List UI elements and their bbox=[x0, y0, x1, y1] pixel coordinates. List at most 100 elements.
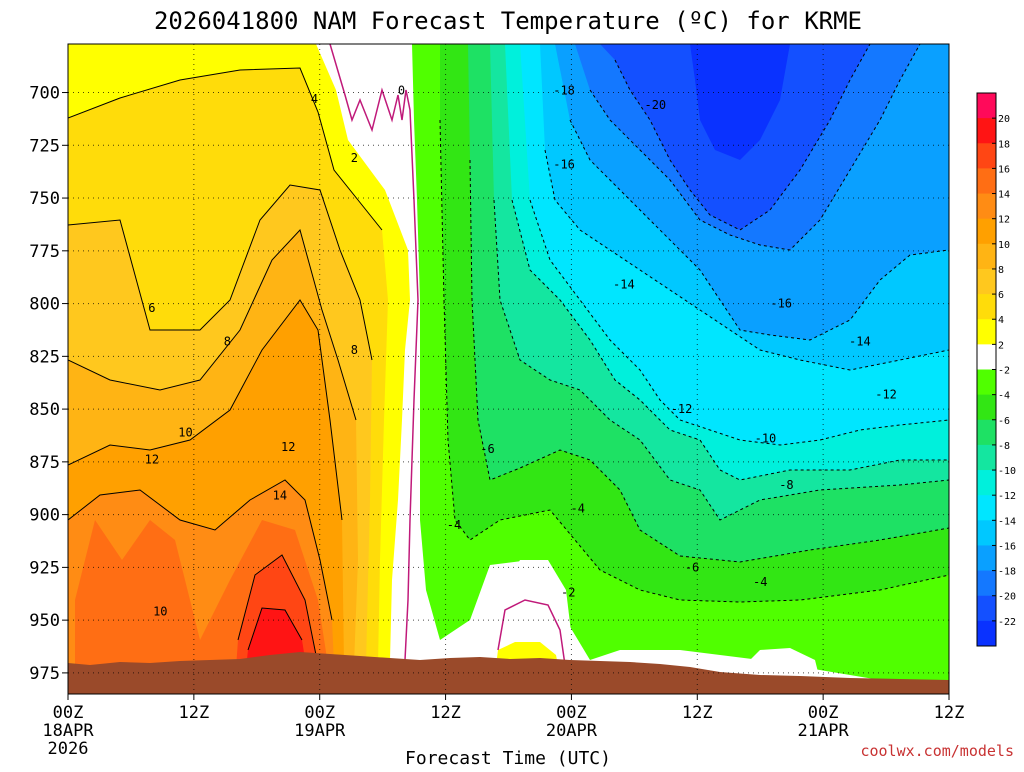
contour-label: -10 bbox=[755, 432, 777, 446]
x-tick-label: 12Z bbox=[934, 703, 965, 723]
contour-label: 6 bbox=[148, 301, 155, 315]
colorbar-swatch bbox=[977, 520, 996, 546]
colorbar-label: 6 bbox=[998, 290, 1004, 301]
cold-contours bbox=[439, 44, 949, 603]
colorbar-swatch bbox=[977, 545, 996, 572]
colorbar-label: -2 bbox=[998, 366, 1010, 377]
contour-label: -6 bbox=[480, 442, 494, 456]
contour-label: 0 bbox=[398, 83, 405, 97]
colorbar-label: 4 bbox=[998, 315, 1004, 326]
contour-label: -18 bbox=[553, 83, 575, 97]
colorbar-label: -10 bbox=[998, 466, 1016, 477]
x-tick-label: 19APR bbox=[294, 721, 346, 741]
contour-label: -20 bbox=[644, 98, 666, 112]
x-tick-label: 12Z bbox=[682, 703, 713, 723]
contour-labels: 4 0 2 6 8 8 10 12 12 14 10 -18 -20 -16 -14 -16 -14 -12 -12… bbox=[145, 83, 897, 619]
y-tick-label: 925 bbox=[29, 558, 60, 578]
colorbar-label: -6 bbox=[998, 416, 1010, 427]
y-tick-label: 750 bbox=[29, 189, 60, 209]
colorbar-swatch bbox=[977, 193, 996, 220]
contour-label: -12 bbox=[671, 402, 693, 416]
x-tick-label: 12Z bbox=[178, 703, 209, 723]
colorbar-label: 18 bbox=[998, 139, 1010, 150]
near-freezing-pocket bbox=[498, 560, 572, 665]
x-tick-label: 12Z bbox=[430, 703, 461, 723]
colorbar-swatch bbox=[977, 620, 996, 647]
y-tick-label: 975 bbox=[29, 664, 60, 684]
plot-area: 4 0 2 6 8 8 10 12 12 14 10 -18 -20 -16 -14 -16 -14 -12 -12… bbox=[68, 44, 949, 694]
colorbar-label: 10 bbox=[998, 240, 1010, 251]
contour-label: -4 bbox=[570, 501, 584, 515]
colorbar-label: -14 bbox=[998, 516, 1016, 527]
colorbar-swatch bbox=[977, 294, 996, 320]
colorbar-swatch bbox=[977, 218, 996, 245]
colorbar-label: 2 bbox=[998, 340, 1004, 351]
colorbar-label: -8 bbox=[998, 441, 1010, 452]
contour-label: 2 bbox=[351, 151, 358, 165]
near-freezing-pocket-east bbox=[740, 648, 820, 682]
colorbar-swatch bbox=[977, 344, 996, 370]
x-tick-label: 18APR bbox=[42, 721, 94, 741]
colorbar-label: 12 bbox=[998, 215, 1010, 226]
colorbar-label: 8 bbox=[998, 265, 1004, 276]
y-tick-label: 825 bbox=[29, 347, 60, 367]
contour-label: 8 bbox=[224, 335, 231, 349]
contour-label: -16 bbox=[770, 297, 792, 311]
credit-text: coolwx.com/models bbox=[860, 742, 1014, 760]
colorbar-label: 14 bbox=[998, 190, 1010, 201]
colorbar-swatch bbox=[977, 595, 996, 622]
y-tick-label: 775 bbox=[29, 242, 60, 262]
chart-title: 2026041800 NAM Forecast Temperature (ºC)… bbox=[154, 7, 862, 35]
colorbar-swatch bbox=[977, 470, 996, 496]
contour-label: 14 bbox=[273, 489, 287, 503]
contour-label: -2 bbox=[561, 586, 575, 600]
contour-label: -4 bbox=[753, 575, 767, 589]
contour-label: -14 bbox=[849, 335, 871, 349]
colorbar-swatch bbox=[977, 444, 996, 471]
colorbar-label: -22 bbox=[998, 617, 1016, 628]
contour-label: 4 bbox=[311, 92, 318, 106]
colorbar-swatch bbox=[977, 143, 996, 169]
y-tick-label: 850 bbox=[29, 400, 60, 420]
colorbar-swatch bbox=[977, 369, 996, 396]
x-tick-label: 20APR bbox=[546, 721, 598, 741]
freezing-line bbox=[329, 44, 566, 666]
colorbar-label: -4 bbox=[998, 391, 1010, 402]
y-tick-label: 900 bbox=[29, 506, 60, 526]
contour-label: 12 bbox=[145, 453, 159, 467]
x-axis-label: Forecast Time (UTC) bbox=[405, 748, 611, 768]
colorbar-label: 16 bbox=[998, 164, 1010, 175]
colorbar-swatch bbox=[977, 93, 996, 119]
colorbar-swatch bbox=[977, 168, 996, 195]
colorbar-swatch bbox=[977, 419, 996, 446]
colorbar-swatch bbox=[977, 495, 996, 521]
contour-label: -12 bbox=[875, 387, 897, 401]
colorbar-swatch bbox=[977, 243, 996, 270]
contour-label: -14 bbox=[613, 278, 635, 292]
y-tick-label: 950 bbox=[29, 611, 60, 631]
contour-label: -6 bbox=[685, 560, 699, 574]
y-tick-label: 800 bbox=[29, 295, 60, 315]
contour-label: 12 bbox=[281, 440, 295, 454]
x-tick-label: 00Z bbox=[304, 703, 335, 723]
colorbar-swatch bbox=[977, 268, 996, 295]
y-tick-label: 725 bbox=[29, 136, 60, 156]
y-tick-label: 875 bbox=[29, 453, 60, 473]
colorbar-label: -18 bbox=[998, 567, 1016, 578]
temp-band-minus-22 bbox=[690, 44, 790, 160]
contour-label: -16 bbox=[553, 157, 575, 171]
colorbar-label: -12 bbox=[998, 491, 1016, 502]
colorbar-swatch bbox=[977, 118, 996, 144]
warm-contours bbox=[68, 67, 383, 666]
contour-label: 8 bbox=[351, 343, 358, 357]
colorbar-swatch bbox=[977, 319, 996, 345]
colorbar-label: -20 bbox=[998, 592, 1016, 603]
x-tick-label: 2026 bbox=[48, 739, 89, 759]
contour-label: 10 bbox=[178, 425, 192, 439]
contour-label: 10 bbox=[153, 605, 167, 619]
x-tick-label: 21APR bbox=[798, 721, 850, 741]
grid-lines bbox=[68, 44, 949, 694]
colorbar-swatch bbox=[977, 394, 996, 421]
y-tick-label: 700 bbox=[29, 84, 60, 104]
